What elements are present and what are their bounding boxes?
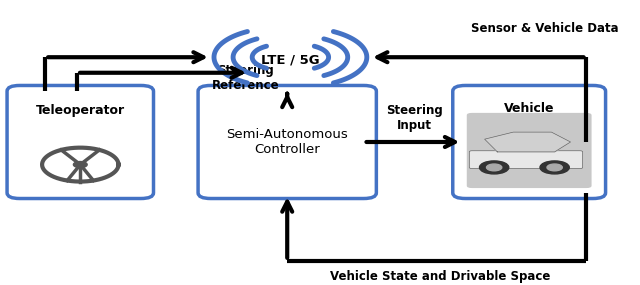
Text: Teleoperator: Teleoperator <box>36 104 125 117</box>
FancyBboxPatch shape <box>452 86 605 199</box>
FancyBboxPatch shape <box>198 86 376 199</box>
Circle shape <box>486 164 502 171</box>
FancyBboxPatch shape <box>469 151 582 168</box>
Text: Vehicle State and Drivable Space: Vehicle State and Drivable Space <box>330 270 550 283</box>
Polygon shape <box>484 132 570 152</box>
Text: LTE / 5G: LTE / 5G <box>261 54 320 66</box>
Text: Steering
Reference: Steering Reference <box>212 64 280 92</box>
Circle shape <box>479 161 509 174</box>
Circle shape <box>547 164 563 171</box>
FancyBboxPatch shape <box>7 86 154 199</box>
Circle shape <box>540 161 570 174</box>
Polygon shape <box>74 162 87 168</box>
Text: Sensor & Vehicle Data: Sensor & Vehicle Data <box>471 23 619 35</box>
Text: Vehicle: Vehicle <box>504 101 554 115</box>
Text: Steering
Input: Steering Input <box>386 104 443 132</box>
FancyBboxPatch shape <box>467 113 591 188</box>
Text: Semi-Autonomous
Controller: Semi-Autonomous Controller <box>227 128 348 156</box>
